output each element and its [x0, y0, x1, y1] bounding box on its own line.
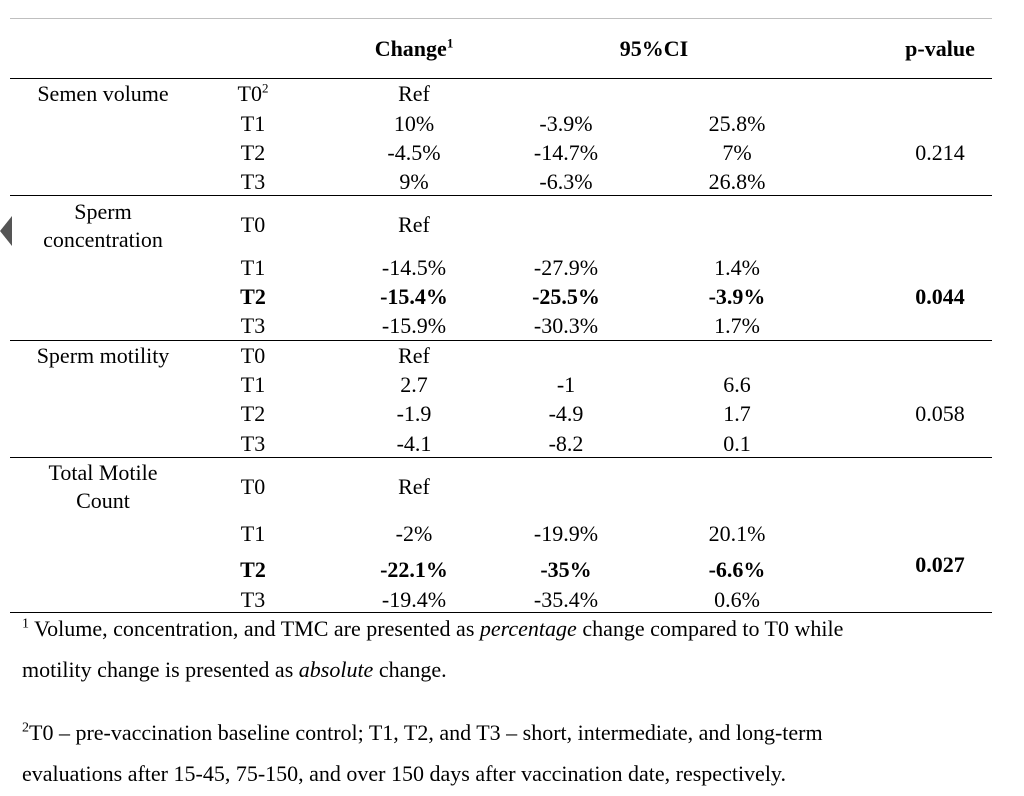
time-point-label: T3 — [240, 169, 266, 194]
time-point-label: T1 — [240, 521, 266, 546]
time-point-cell: T1 — [241, 110, 265, 138]
time-point-cell: T0 — [241, 211, 265, 239]
ci-lower-cell: -25.5% — [532, 284, 600, 309]
ci-upper-cell: 1.7% — [714, 313, 760, 338]
footnote-2-continued: evaluations after 15-45, 75-150, and ove… — [22, 761, 787, 786]
header-p-value: p-value — [905, 36, 975, 61]
ci-upper-cell: -3.9% — [708, 284, 766, 309]
ci-upper-cell: -6.6% — [708, 557, 766, 582]
time-point-label: T3 — [240, 587, 266, 612]
time-point-label: T0 — [237, 81, 262, 106]
p-value-cell: 0.044 — [915, 284, 965, 309]
time-point-label: T0 — [240, 212, 266, 237]
time-point-cell: T2 — [241, 400, 265, 428]
ci-lower-cell: -14.7% — [533, 140, 599, 165]
change-cell: -4.5% — [387, 140, 441, 165]
change-cell: -2% — [395, 521, 433, 546]
group-separator-rule — [10, 195, 992, 196]
footnote-1: 1 Volume, concentration, and TMC are pre… — [22, 616, 844, 641]
time-point-label: T1 — [240, 255, 266, 280]
change-cell: -15.9% — [381, 313, 447, 338]
ci-upper-cell: 6.6 — [723, 372, 751, 397]
row-group-label: Count — [76, 488, 130, 513]
row-group-label: concentration — [43, 227, 163, 252]
group-separator-rule — [10, 340, 992, 341]
ci-lower-cell: -35.4% — [533, 587, 599, 612]
header-95ci: 95%CI — [619, 36, 689, 61]
time-point-cell: T1 — [241, 371, 265, 399]
ci-upper-cell: 0.6% — [714, 587, 760, 612]
ci-lower-cell: -35% — [540, 557, 592, 582]
time-point-label: T0 — [240, 343, 266, 368]
time-point-label: T2 — [240, 401, 266, 426]
ci-lower-cell: -30.3% — [533, 313, 599, 338]
change-cell: -1.9 — [396, 401, 432, 426]
ci-lower-cell: -8.2 — [548, 431, 584, 456]
ci-upper-cell: 1.7 — [723, 401, 751, 426]
change-cell: Ref — [398, 474, 430, 499]
time-point-label: T0 — [240, 474, 266, 499]
change-cell: 9% — [399, 169, 429, 194]
ci-lower-cell: -1 — [556, 372, 576, 397]
time-point-cell: T0 — [241, 342, 265, 370]
time-point-label: T3 — [240, 431, 266, 456]
ci-lower-cell: -27.9% — [533, 255, 599, 280]
change-cell: -19.4% — [381, 587, 447, 612]
header-rule — [10, 78, 992, 79]
change-cell: 2.7 — [400, 372, 428, 397]
time-point-cell: T2 — [241, 139, 265, 167]
time-point-cell: T3 — [241, 586, 265, 614]
change-cell: -22.1% — [380, 557, 448, 582]
left-arrow-icon — [0, 216, 12, 246]
table-top-rule — [10, 18, 992, 19]
ci-lower-cell: -19.9% — [533, 521, 599, 546]
time-point-cell: T3 — [241, 430, 265, 458]
time-point-cell: T1 — [241, 520, 265, 548]
p-value-cell: 0.027 — [915, 552, 965, 577]
ci-upper-cell: 20.1% — [708, 521, 766, 546]
ci-lower-cell: -3.9% — [539, 111, 593, 136]
row-group-label: Sperm — [74, 199, 132, 224]
ci-lower-cell: -4.9 — [548, 401, 584, 426]
time-point-label: T1 — [240, 111, 266, 136]
group-separator-rule — [10, 612, 992, 613]
ci-upper-cell: 1.4% — [714, 255, 760, 280]
footnote-marker: 2 — [261, 80, 269, 96]
ci-lower-cell: -6.3% — [539, 169, 593, 194]
p-value-cell: 0.214 — [915, 140, 965, 165]
ci-upper-cell: 25.8% — [708, 111, 766, 136]
time-point-cell: T2 — [240, 283, 266, 311]
time-point-cell: T3 — [241, 168, 265, 196]
change-cell: -15.4% — [380, 284, 448, 309]
group-separator-rule — [10, 457, 992, 458]
change-cell: -14.5% — [381, 255, 447, 280]
change-cell: -4.1 — [396, 431, 432, 456]
time-point-label: T1 — [240, 372, 266, 397]
ci-upper-cell: 0.1 — [723, 431, 751, 456]
time-point-cell: T02 — [238, 80, 269, 108]
change-cell: 10% — [393, 111, 435, 136]
change-cell: Ref — [398, 343, 430, 368]
time-point-label: T2 — [240, 284, 266, 309]
ci-upper-cell: 7% — [722, 140, 752, 165]
time-point-label: T3 — [240, 313, 266, 338]
time-point-label: T2 — [240, 140, 266, 165]
time-point-label: T2 — [240, 557, 266, 582]
time-point-cell: T3 — [241, 312, 265, 340]
row-group-label: Total Motile — [48, 460, 158, 485]
time-point-cell: T2 — [240, 556, 266, 584]
footnote-2: 2T0 – pre-vaccination baseline control; … — [22, 720, 823, 745]
row-group-label: Semen volume — [37, 81, 169, 106]
row-group-label: Sperm motility — [36, 343, 170, 368]
time-point-cell: T0 — [241, 473, 265, 501]
footnote-1-continued: motility change is presented as absolute… — [22, 657, 447, 682]
change-cell: Ref — [398, 212, 430, 237]
time-point-cell: T1 — [241, 254, 265, 282]
change-cell: Ref — [398, 81, 430, 106]
ci-upper-cell: 26.8% — [708, 169, 766, 194]
p-value-cell: 0.058 — [915, 401, 965, 426]
header-change: Change1 — [374, 35, 454, 61]
